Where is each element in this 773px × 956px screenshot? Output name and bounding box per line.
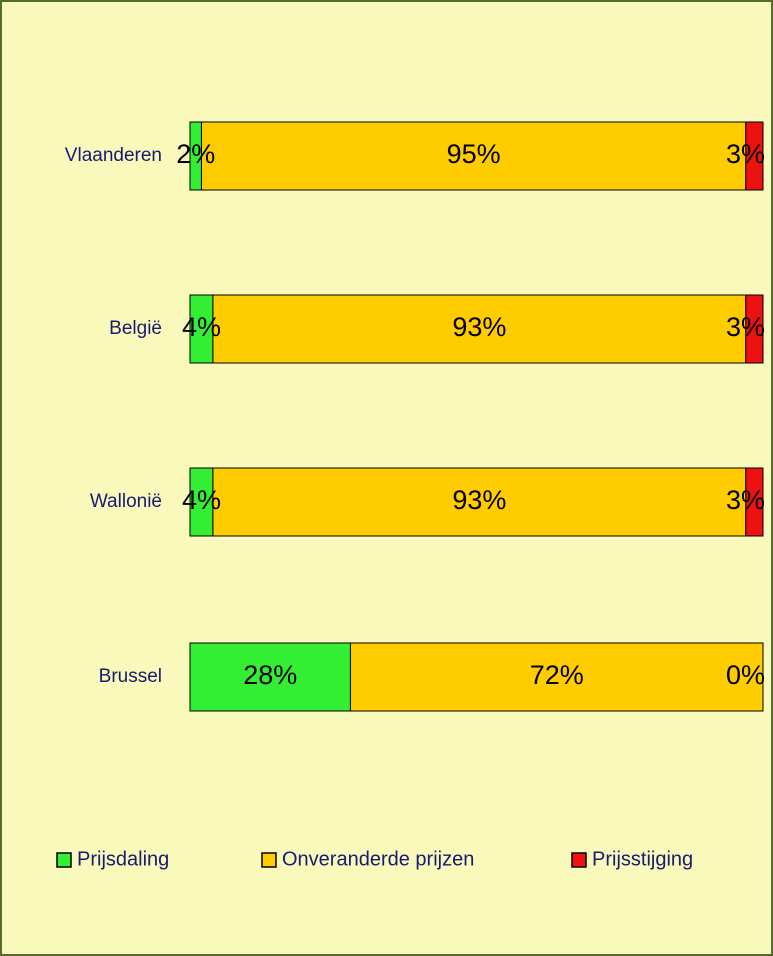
bar-segment — [212, 467, 747, 537]
legend-swatch — [571, 852, 587, 868]
value-label: 28% — [243, 660, 297, 690]
value-label: 95% — [447, 139, 501, 169]
legend-swatch — [56, 852, 72, 868]
category-label: Wallonië — [90, 491, 162, 512]
value-label: 72% — [530, 660, 584, 690]
value-label: 3% — [726, 485, 765, 515]
bar-segment — [745, 467, 764, 537]
bar-segment — [745, 294, 764, 364]
legend-label: Prijsstijging — [592, 848, 693, 870]
category-label: Brussel — [99, 666, 162, 687]
value-label: 4% — [182, 312, 221, 342]
value-label: 3% — [726, 139, 765, 169]
value-label: 4% — [182, 485, 221, 515]
value-label: 3% — [726, 312, 765, 342]
bar-segment — [212, 294, 747, 364]
bar-segment — [745, 121, 764, 191]
value-label: 93% — [452, 485, 506, 515]
bar-segment — [189, 642, 351, 712]
category-label: België — [109, 318, 162, 339]
category-label: Vlaanderen — [65, 145, 162, 166]
bar-segment — [349, 642, 764, 712]
value-label: 0% — [726, 660, 765, 690]
legend-swatch — [261, 852, 277, 868]
legend-label: Onveranderde prijzen — [282, 848, 474, 870]
legend-label: Prijsdaling — [77, 848, 169, 870]
value-label: 93% — [452, 312, 506, 342]
bar-segment — [200, 121, 747, 191]
value-label: 2% — [176, 139, 215, 169]
